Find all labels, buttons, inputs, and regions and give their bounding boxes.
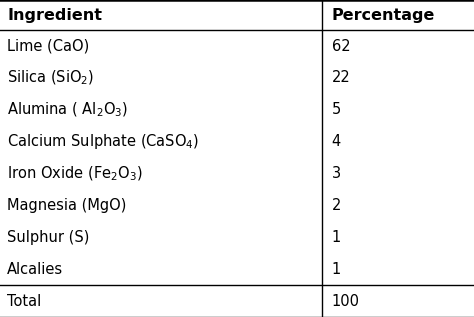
Text: 1: 1 [332, 230, 341, 245]
Text: Lime (CaO): Lime (CaO) [7, 39, 90, 54]
Text: Silica (SiO$_2$): Silica (SiO$_2$) [7, 69, 94, 87]
Text: Iron Oxide (Fe$_2$O$_3$): Iron Oxide (Fe$_2$O$_3$) [7, 165, 143, 183]
Text: Percentage: Percentage [332, 8, 435, 23]
Text: 100: 100 [332, 294, 360, 308]
Text: Ingredient: Ingredient [7, 8, 102, 23]
Text: Calcium Sulphate (CaSO$_4$): Calcium Sulphate (CaSO$_4$) [7, 132, 199, 151]
Text: Alumina ( Al$_2$O$_3$): Alumina ( Al$_2$O$_3$) [7, 101, 128, 119]
Text: 22: 22 [332, 70, 351, 86]
Text: Magnesia (MgO): Magnesia (MgO) [7, 198, 127, 213]
Text: 4: 4 [332, 134, 341, 149]
Text: 1: 1 [332, 262, 341, 277]
Text: Sulphur (S): Sulphur (S) [7, 230, 90, 245]
Text: 62: 62 [332, 39, 350, 54]
Text: 5: 5 [332, 102, 341, 117]
Text: Alcalies: Alcalies [7, 262, 63, 277]
Text: 3: 3 [332, 166, 341, 181]
Text: Total: Total [7, 294, 41, 308]
Text: 2: 2 [332, 198, 341, 213]
